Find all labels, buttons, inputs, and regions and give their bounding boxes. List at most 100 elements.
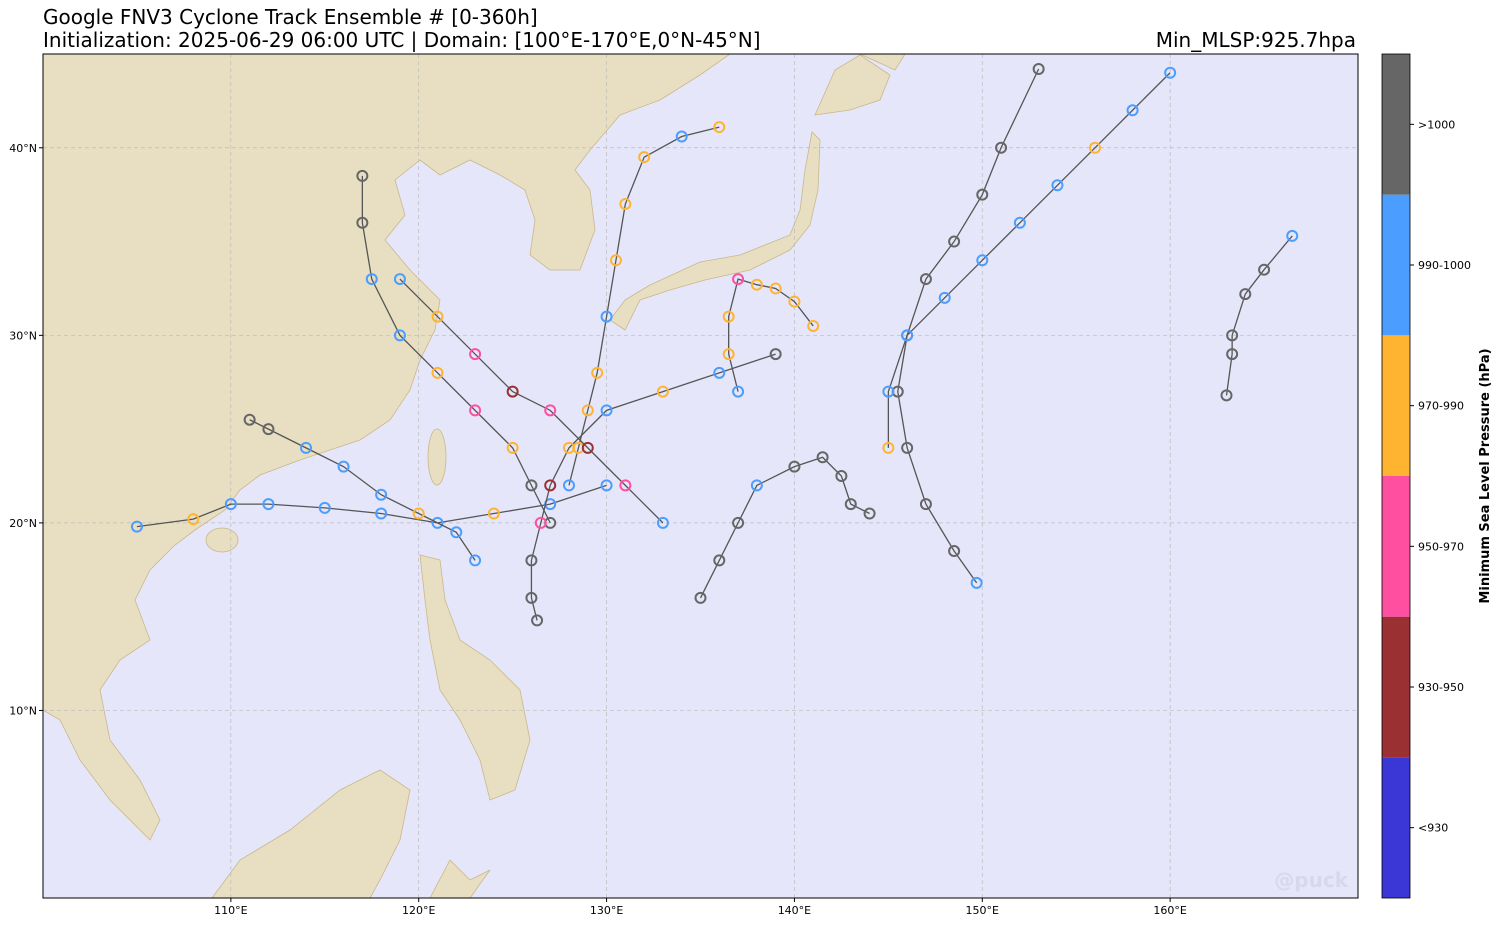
track-point: [976, 188, 989, 201]
hokkaido: [814, 54, 891, 116]
y-tick-label: 10°N: [9, 704, 37, 717]
mainland: [43, 54, 731, 841]
track-point: [844, 498, 857, 511]
track-point: [713, 366, 726, 379]
track-point: [469, 404, 482, 417]
track-point: [431, 366, 444, 379]
track-point: [1239, 288, 1252, 301]
track-point: [750, 479, 763, 492]
track-point: [506, 385, 519, 398]
colorbar-segment: [1382, 54, 1410, 195]
track-point: [591, 366, 604, 379]
track-point: [976, 254, 989, 267]
track-point: [713, 121, 726, 134]
track-point: [901, 329, 914, 342]
track-point: [1286, 229, 1299, 242]
track-point: [506, 441, 519, 454]
track-point: [807, 319, 820, 332]
track-line: [699, 456, 870, 599]
y-tick-label: 40°N: [9, 142, 37, 155]
track-line: [136, 484, 607, 528]
track-point: [919, 498, 932, 511]
track-point: [431, 516, 444, 529]
colorbar-tick-label: >1000: [1418, 118, 1455, 131]
russia: [859, 54, 906, 71]
track-point: [816, 451, 829, 464]
colorbar-segment: [1382, 194, 1410, 336]
track-point: [412, 507, 425, 520]
colorbar: <930 930-950 950-970 970-990 990-1000 >1000: [1381, 53, 1471, 899]
plot-frame: [42, 53, 1359, 899]
x-tick-label: 130°E: [590, 904, 623, 917]
colorbar-segment: [1382, 757, 1410, 898]
track-point: [130, 520, 143, 533]
track-point: [919, 273, 932, 286]
sulawesi: [429, 859, 491, 898]
track-point: [788, 460, 801, 473]
track-point: [713, 554, 726, 567]
track-line: [361, 175, 551, 524]
track-point: [835, 470, 848, 482]
track-point: [563, 441, 575, 454]
track-point: [365, 273, 378, 286]
track-point: [318, 501, 331, 514]
track-point: [300, 441, 312, 454]
tracks: [130, 63, 1299, 627]
colorbar-tick-label: 970-990: [1418, 400, 1464, 413]
min-pressure: Min_MLSP:925.7hpa: [1156, 28, 1356, 52]
track-line: [530, 353, 776, 621]
y-tick-label: 30°N: [9, 329, 37, 342]
track-point: [581, 404, 594, 417]
y-tick-label: 20°N: [9, 517, 37, 530]
colorbar-segment: [1382, 476, 1410, 617]
track-point: [1226, 329, 1239, 342]
track-point: [581, 441, 594, 454]
track-point: [563, 479, 575, 492]
track-point: [995, 141, 1008, 154]
track-point: [788, 295, 801, 308]
x-tick-label: 140°E: [778, 904, 811, 917]
track-point: [732, 273, 745, 286]
track-point: [224, 498, 237, 511]
track-point: [600, 479, 613, 492]
track-point: [722, 310, 735, 323]
track-point: [356, 216, 369, 229]
track-point: [901, 441, 914, 454]
land: [43, 54, 906, 898]
taiwan: [427, 428, 447, 486]
track-line: [728, 278, 814, 392]
track-point: [948, 545, 961, 558]
x-tick-label: 160°E: [1153, 904, 1186, 917]
track-point: [675, 130, 688, 143]
track-point: [450, 526, 463, 539]
track-line: [249, 419, 476, 561]
track-line: [1225, 235, 1293, 396]
track-point: [970, 576, 983, 589]
colorbar-tick-label: 930-950: [1418, 681, 1464, 694]
track-point: [544, 479, 557, 492]
track-point: [375, 488, 388, 501]
philippines: [419, 554, 531, 801]
track-point: [863, 507, 876, 520]
x-tick-label: 110°E: [214, 904, 247, 917]
colorbar-frame: [1381, 53, 1411, 899]
graticule: [43, 54, 1358, 898]
borneo: [211, 769, 411, 898]
track-point: [1126, 104, 1139, 117]
track-point: [262, 423, 275, 436]
track-point: [750, 278, 763, 291]
track-point: [656, 385, 669, 398]
track-point: [393, 273, 406, 286]
track-point: [375, 507, 388, 520]
track-point: [619, 479, 632, 492]
track-line: [399, 278, 664, 524]
track-point: [534, 516, 547, 529]
track-point: [1051, 179, 1064, 192]
track-point: [431, 310, 444, 323]
track-point: [262, 498, 275, 511]
japan: [609, 131, 821, 331]
colorbar-tick-label: 950-970: [1418, 540, 1464, 553]
chart-subtitle: Initialization: 2025-06-29 06:00 UTC | D…: [43, 28, 761, 52]
track-point: [1258, 263, 1271, 276]
track-point: [769, 348, 782, 361]
